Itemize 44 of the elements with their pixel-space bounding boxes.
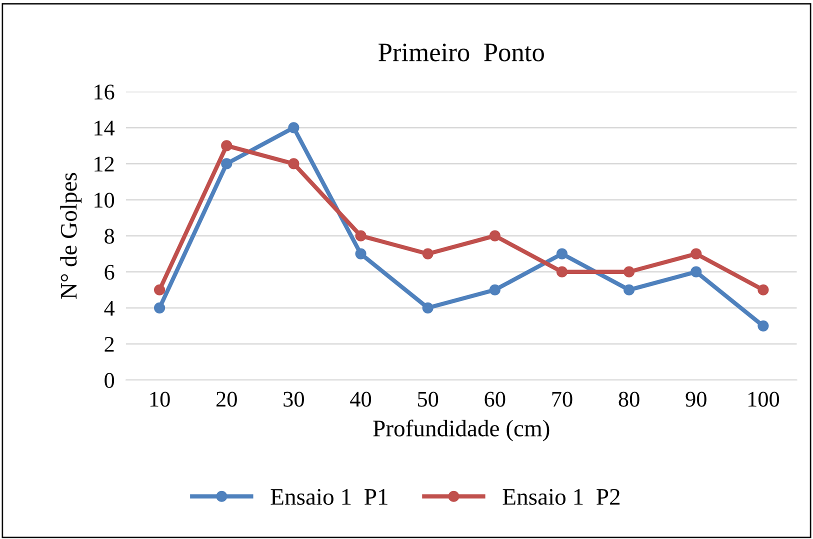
point <box>422 302 434 314</box>
point <box>758 284 769 296</box>
point <box>556 266 568 278</box>
chart-title: Primeiro Ponto <box>378 44 544 62</box>
x-tick-label: 40 <box>350 392 372 407</box>
x-tick-label: 10 <box>150 392 170 407</box>
x-tick-label: 70 <box>552 392 572 407</box>
y-tick-label: 6 <box>104 264 114 280</box>
point <box>221 158 232 170</box>
y-tick-label: 4 <box>104 300 115 316</box>
x-tick-label: 90 <box>686 392 706 407</box>
x-tick-label: 80 <box>618 392 640 407</box>
x-tick-label: 20 <box>216 392 237 407</box>
point <box>690 248 702 260</box>
x-axis-title: Profundidade (cm) <box>373 420 550 442</box>
y-tick-label: 8 <box>104 228 114 244</box>
y-tick-label: 10 <box>94 192 114 208</box>
point <box>154 284 166 296</box>
y-tick-label: 2 <box>104 336 114 352</box>
point <box>422 248 434 260</box>
point <box>288 122 300 134</box>
point <box>556 248 568 260</box>
legend-label: Ensaio 1 P2 <box>502 489 620 505</box>
point <box>690 266 702 278</box>
x-tick-label: 30 <box>284 392 304 407</box>
point <box>288 158 300 170</box>
x-tick-label: 60 <box>484 392 506 407</box>
point <box>489 230 500 242</box>
y-axis-title: N° de Golpes <box>60 172 82 299</box>
point <box>355 248 366 260</box>
legend-label: Ensaio 1 P1 <box>270 489 388 505</box>
point <box>154 302 166 314</box>
y-tick-label: 14 <box>94 120 115 136</box>
y-tick-label: 16 <box>94 84 114 100</box>
point <box>624 284 635 296</box>
y-tick-label: 0 <box>104 372 114 388</box>
point <box>355 230 366 242</box>
x-tick-label: 100 <box>748 392 780 407</box>
point <box>624 266 635 278</box>
y-tick-label: 12 <box>94 156 114 172</box>
x-tick-label: 50 <box>418 392 438 407</box>
point <box>489 284 500 296</box>
point <box>758 320 769 332</box>
point <box>221 140 232 152</box>
